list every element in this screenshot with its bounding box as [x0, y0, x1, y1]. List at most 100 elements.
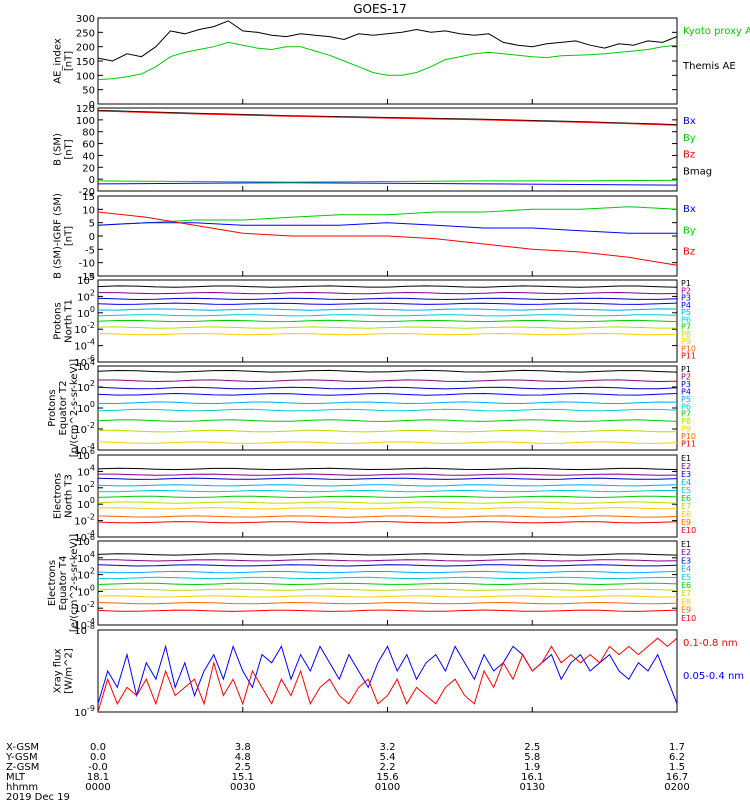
x-tick-value: 2.5	[235, 762, 251, 773]
y-tick-label: 250	[76, 28, 95, 39]
channel-label: P6	[681, 402, 691, 411]
series-line-by	[97, 179, 678, 183]
y-tick-label: 10-9	[74, 704, 95, 719]
channel-label: E2	[681, 462, 691, 471]
legend-label: 0.1-0.8 nm	[683, 638, 738, 649]
channel-label: E10	[681, 614, 696, 623]
channel-label: E7	[681, 502, 691, 511]
y-tick-label: -10	[79, 259, 95, 270]
y-tick-label: 80	[82, 128, 95, 139]
channel-line-p2	[98, 379, 678, 383]
x-axis-row-label: X-GSM	[6, 742, 39, 753]
channel-line-p7	[97, 319, 678, 323]
series-line-themis-ae	[97, 20, 678, 62]
legend-label: Themis AE	[682, 61, 736, 72]
x-tick-value: 5.8	[524, 752, 540, 763]
y-axis-label: Xray flux	[53, 649, 64, 694]
channel-label: E5	[681, 486, 691, 495]
series-line-0-1-0-8-nm	[97, 637, 678, 713]
y-axis-label: AE_index	[53, 38, 64, 84]
channel-label: P7	[681, 410, 691, 419]
legend-label: By	[683, 225, 696, 236]
y-tick-label: 5	[89, 219, 95, 230]
y-axis-label: [nT]	[64, 51, 75, 71]
channel-line-p9	[97, 332, 678, 336]
channel-label: E2	[681, 548, 691, 557]
y-axis-label: [p/(cm^2-s-sr-keV)]	[69, 359, 80, 458]
y-axis-label: [W/m^2]	[64, 648, 75, 694]
y-axis-label: North T3	[64, 474, 75, 518]
x-tick-value: 16.1	[521, 772, 543, 783]
y-axis-label: Electrons	[53, 473, 64, 519]
channel-line-p3	[97, 386, 678, 390]
channel-label: E4	[681, 565, 691, 574]
channel-label: P4	[681, 301, 691, 310]
channel-line-p1	[97, 369, 678, 373]
y-tick-label: 10-2	[74, 321, 95, 336]
channel-line-p6	[97, 314, 678, 317]
channel-label: P6	[681, 315, 691, 324]
series-line-0-05-0-4-nm	[97, 644, 678, 704]
y-tick-label: -20	[79, 187, 95, 198]
x-axis-row-label: MLT	[6, 772, 26, 783]
y-tick-label: 10	[82, 205, 95, 216]
x-tick-value: 0030	[230, 782, 255, 793]
channel-label: E4	[681, 478, 691, 487]
x-tick-value: 0000	[85, 782, 110, 793]
x-tick-value: 0200	[664, 782, 689, 793]
channel-line-p9	[97, 441, 678, 445]
channel-label: P9	[681, 425, 691, 434]
channel-label: E9	[681, 606, 691, 615]
panel-3: -15 -10 -5 0 5 10 15 B (SM)-IGRF (SM) [nT] Bx By Bz	[53, 192, 696, 283]
channel-label: E1	[681, 454, 691, 463]
x-tick-value: 1.7	[669, 742, 685, 753]
y-tick-label: 120	[76, 104, 95, 115]
x-tick-value: 1.9	[524, 762, 540, 773]
y-axis-label: B (SM)	[53, 133, 64, 166]
legend-label: Bz	[683, 247, 695, 258]
channel-line-p8	[97, 326, 677, 329]
x-tick-value: 5.4	[380, 752, 396, 763]
panel-frame	[97, 454, 678, 538]
y-tick-label: -15	[79, 272, 95, 283]
x-axis-row-label: Y-GSM	[5, 752, 38, 763]
channel-label: P8	[681, 330, 691, 339]
channel-label: P3	[681, 380, 691, 389]
channel-line-e3	[97, 477, 678, 480]
channel-line-e7	[97, 501, 678, 504]
channel-line-p7	[97, 419, 678, 422]
channel-label: P11	[681, 352, 696, 361]
y-tick-label: 150	[76, 57, 95, 68]
y-tick-label: 60	[82, 140, 95, 151]
x-tick-value: 18.1	[87, 772, 109, 783]
channel-label: P2	[681, 372, 691, 381]
channel-line-p3	[97, 297, 678, 301]
channel-label: P3	[681, 294, 691, 303]
series-line-bx	[97, 182, 678, 186]
y-tick-label: -5	[85, 245, 95, 256]
channel-label: E6	[681, 581, 691, 590]
x-tick-value: 0.0	[90, 752, 106, 763]
channel-line-e7	[97, 588, 678, 591]
y-tick-label: 100	[77, 496, 95, 511]
panel-1: 0 50 100 150 200 250 300 AE_index [nT] Kyoto prox…	[53, 14, 750, 111]
channel-line-e8	[97, 595, 677, 598]
y-tick-label: 0	[89, 100, 95, 111]
channel-label: P4	[681, 387, 691, 396]
x-tick-value: 3.2	[380, 742, 396, 753]
series-line-bz	[97, 110, 678, 126]
y-axis-label: B (SM)-IGRF (SM)	[53, 193, 64, 279]
series-line-bmag	[97, 109, 678, 126]
y-axis-label: North T1	[64, 299, 75, 343]
y-tick-label: 10-2	[74, 513, 95, 528]
channel-label: P2	[681, 286, 691, 295]
channel-label: P10	[681, 344, 696, 353]
legend-label: By	[683, 133, 696, 144]
x-tick-value: 0100	[375, 782, 400, 793]
y-tick-label: 15	[82, 192, 95, 203]
series-line-kyoto-proxy-ae	[97, 41, 678, 81]
x-tick-value: 4.8	[235, 752, 251, 763]
channel-label: E8	[681, 510, 691, 519]
